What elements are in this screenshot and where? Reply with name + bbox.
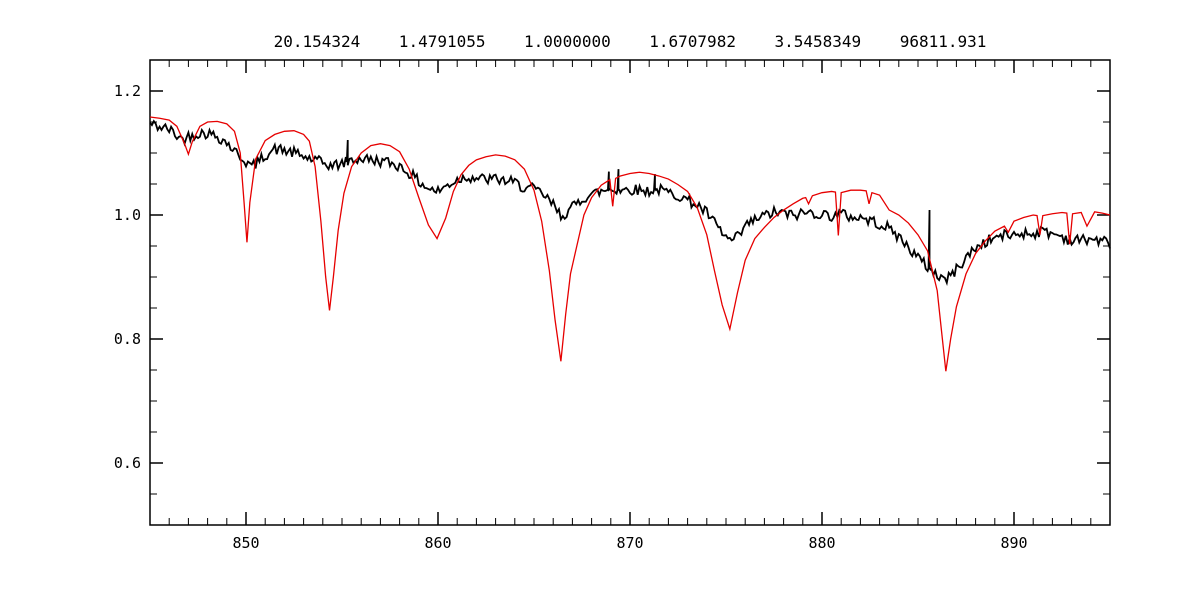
- y-tick-label: 0.8: [114, 330, 141, 348]
- x-tick-label: 890: [1000, 534, 1027, 552]
- model-spectrum-line: [149, 116, 1111, 372]
- x-tick-label: 860: [424, 534, 451, 552]
- x-tick-label: 880: [808, 534, 835, 552]
- x-tick-label: 850: [232, 534, 259, 552]
- plot-title: 20.154324 1.4791055 1.0000000 1.6707982 …: [273, 32, 987, 51]
- x-tick-label: 870: [616, 534, 643, 552]
- y-tick-label: 1.0: [114, 206, 141, 224]
- observed-spectrum-line: [149, 119, 1111, 286]
- plot-frame: [149, 59, 1111, 526]
- y-tick-label: 1.2: [114, 82, 141, 100]
- y-tick-label: 0.6: [114, 454, 141, 472]
